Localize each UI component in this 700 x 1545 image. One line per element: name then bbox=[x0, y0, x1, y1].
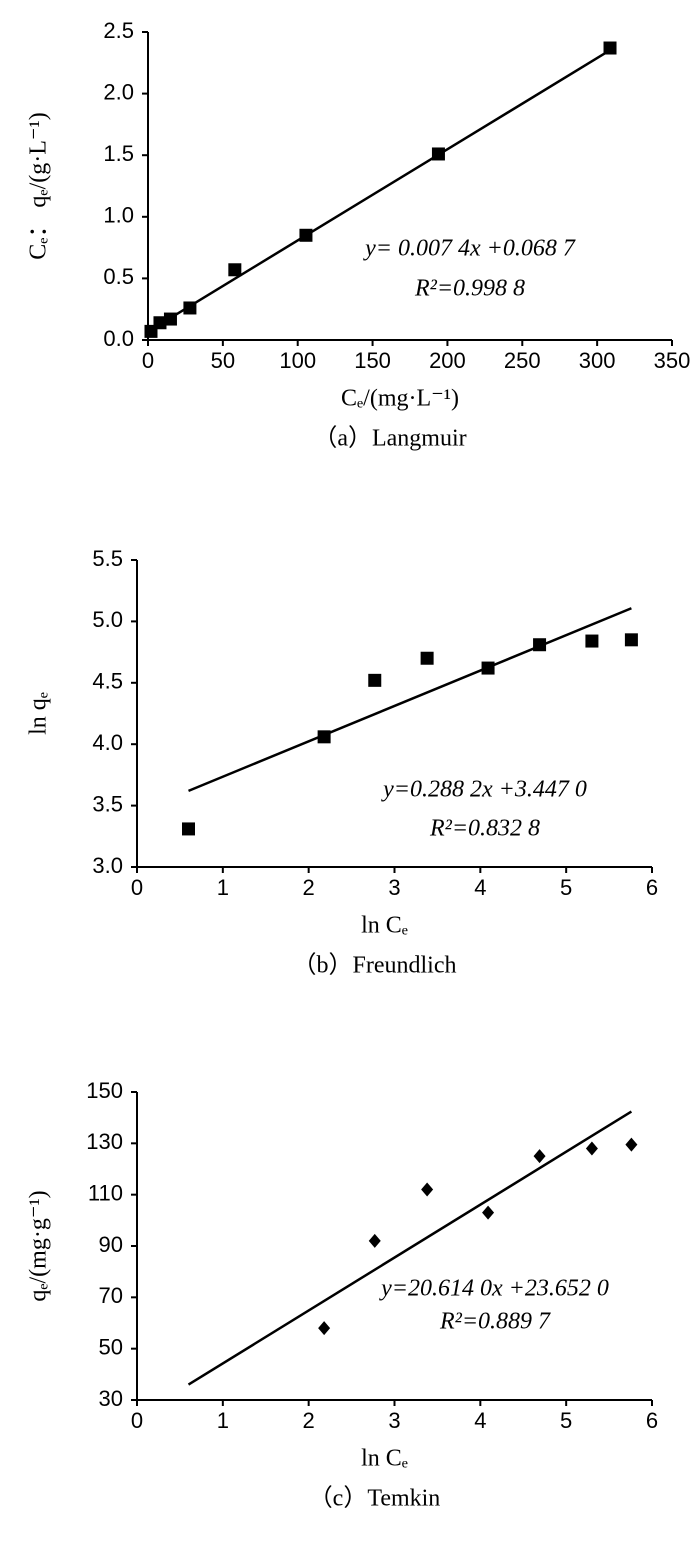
y-tick-label: 2.5 bbox=[103, 18, 134, 43]
x-tick-label: 2 bbox=[303, 875, 315, 900]
x-tick-label: 350 bbox=[654, 348, 691, 373]
data-point bbox=[603, 41, 617, 55]
x-tick-label: 6 bbox=[646, 875, 658, 900]
data-point bbox=[625, 1137, 638, 1152]
y-axis-label: qₑ/(mg·g⁻¹) bbox=[26, 1190, 52, 1301]
data-point bbox=[624, 633, 638, 647]
x-tick-label: 300 bbox=[579, 348, 616, 373]
annotation: R²=0.832 8 bbox=[429, 816, 540, 842]
x-tick-label: 250 bbox=[504, 348, 541, 373]
data-point bbox=[153, 316, 167, 330]
data-point bbox=[368, 1233, 381, 1248]
data-point bbox=[182, 822, 195, 836]
x-tick-label: 200 bbox=[429, 348, 466, 373]
data-point bbox=[228, 263, 242, 277]
x-tick-label: 50 bbox=[211, 348, 235, 373]
y-tick-label: 2.0 bbox=[103, 79, 134, 104]
data-point bbox=[420, 651, 434, 665]
y-tick-label: 50 bbox=[99, 1334, 123, 1359]
x-axis-label: Cₑ/(mg·L⁻¹) bbox=[341, 386, 459, 412]
x-tick-label: 0 bbox=[142, 348, 154, 373]
y-tick-label: 0.5 bbox=[103, 264, 134, 289]
data-point bbox=[585, 1141, 598, 1156]
x-tick-label: 0 bbox=[131, 1408, 143, 1433]
y-tick-label: 0.0 bbox=[103, 326, 134, 351]
x-tick-label: 1 bbox=[217, 1408, 229, 1433]
x-tick-label: 2 bbox=[303, 1408, 315, 1433]
fit-line bbox=[188, 607, 632, 793]
x-tick-label: 1 bbox=[217, 875, 229, 900]
data-point bbox=[585, 634, 599, 648]
x-tick-label: 6 bbox=[646, 1408, 658, 1433]
x-tick-label: 100 bbox=[279, 348, 316, 373]
data-point bbox=[533, 1149, 546, 1164]
y-tick-label: 1.0 bbox=[103, 203, 134, 228]
caption: （b）Freundlich bbox=[293, 953, 457, 979]
data-point bbox=[317, 730, 331, 744]
data-point bbox=[533, 638, 547, 652]
y-tick-label: 90 bbox=[99, 1232, 123, 1257]
y-tick-label: 4.5 bbox=[92, 669, 123, 694]
data-point bbox=[421, 1182, 434, 1197]
x-tick-label: 5 bbox=[560, 1408, 572, 1433]
data-point bbox=[318, 1321, 331, 1336]
x-tick-label: 150 bbox=[354, 348, 391, 373]
data-point bbox=[482, 1205, 495, 1220]
x-tick-label: 3 bbox=[388, 875, 400, 900]
x-axis-label: ln Cₑ bbox=[361, 1446, 408, 1472]
data-point bbox=[368, 673, 382, 687]
y-tick-label: 3.0 bbox=[92, 853, 123, 878]
caption: （c）Temkin bbox=[309, 1486, 441, 1512]
data-point bbox=[183, 301, 197, 315]
y-axis-label: Cₑ： qₑ/(g·L⁻¹) bbox=[26, 112, 52, 259]
caption: （a）Langmuir bbox=[313, 426, 466, 452]
data-point bbox=[431, 147, 445, 161]
y-tick-label: 130 bbox=[86, 1129, 123, 1154]
y-tick-label: 3.5 bbox=[92, 791, 123, 816]
x-tick-label: 5 bbox=[560, 875, 572, 900]
x-tick-label: 0 bbox=[131, 875, 143, 900]
data-point bbox=[481, 661, 495, 675]
y-tick-label: 4.0 bbox=[92, 730, 123, 755]
annotation: R²=0.889 7 bbox=[439, 1309, 551, 1335]
annotation: y= 0.007 4x +0.068 7 bbox=[363, 236, 576, 262]
x-tick-label: 4 bbox=[474, 1408, 486, 1433]
x-axis-label: ln Cₑ bbox=[361, 913, 408, 939]
data-point bbox=[299, 228, 313, 242]
annotation: y=20.614 0x +23.652 0 bbox=[379, 1276, 609, 1302]
y-tick-label: 30 bbox=[99, 1386, 123, 1411]
fit-line bbox=[187, 1110, 633, 1386]
y-tick-label: 150 bbox=[86, 1078, 123, 1103]
y-tick-label: 5.5 bbox=[92, 546, 123, 571]
annotation: R²=0.998 8 bbox=[414, 276, 525, 302]
y-tick-label: 70 bbox=[99, 1283, 123, 1308]
y-tick-label: 1.5 bbox=[103, 141, 134, 166]
y-tick-label: 110 bbox=[88, 1180, 123, 1205]
annotation: y=0.288 2x +3.447 0 bbox=[381, 777, 587, 803]
data-point bbox=[163, 312, 177, 326]
y-tick-label: 5.0 bbox=[92, 607, 123, 632]
fit-line bbox=[150, 49, 611, 331]
x-tick-label: 3 bbox=[388, 1408, 400, 1433]
y-axis-label: ln qₑ bbox=[26, 692, 52, 735]
x-tick-label: 4 bbox=[474, 875, 486, 900]
